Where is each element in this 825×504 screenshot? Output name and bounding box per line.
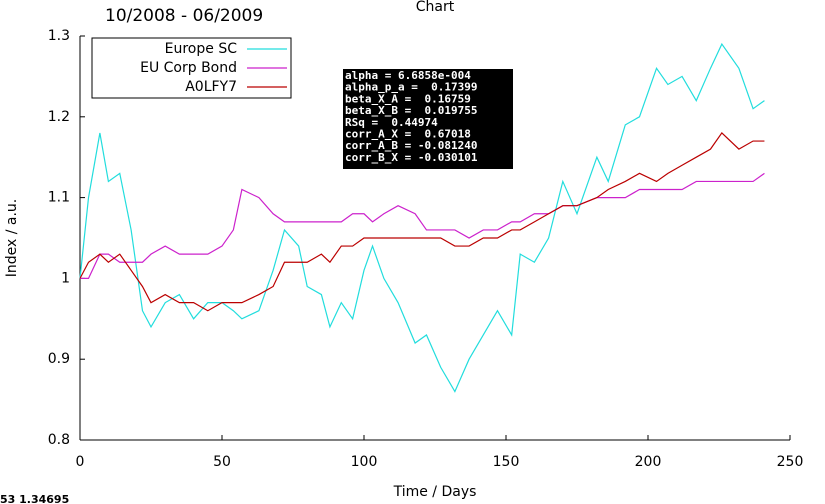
y-axis-label: Index / a.u. [4, 199, 20, 278]
x-tick-label: 200 [635, 454, 662, 470]
x-tick-label: 0 [76, 454, 85, 470]
header: 10/2008 - 06/2009 [105, 6, 263, 26]
legend-label: Europe SC [165, 41, 238, 57]
y-tick-label: 1.1 [48, 190, 70, 206]
stats-line: alpha = 6.6858e-004 [345, 69, 471, 82]
stats-line: corr_B_X = -0.030101 [345, 151, 478, 164]
chart-title: Chart [416, 0, 455, 15]
stats-line: alpha_p_a = 0.17399 [345, 81, 477, 94]
legend-label: EU Corp Bond [140, 60, 237, 76]
series-line [80, 172, 765, 279]
series-line [79, 132, 765, 312]
x-tick-label: 150 [493, 454, 520, 470]
stats-line: beta_X_B = 0.019755 [345, 104, 477, 117]
y-tick-label: 0.8 [48, 432, 70, 448]
stats-line: corr_A_B = -0.081240 [345, 139, 477, 152]
stats-box [343, 69, 513, 169]
stats-line: corr_A_X = 0.67018 [345, 128, 471, 141]
x-tick-label: 50 [213, 454, 231, 470]
x-tick-label: 100 [351, 454, 378, 470]
x-axis-label: Time / Days [393, 484, 477, 500]
y-tick-label: 1.3 [48, 28, 70, 44]
y-tick-label: 1 [61, 270, 70, 286]
stats-line: beta_X_A = 0.16759 [345, 92, 471, 105]
legend-label: A0LFY7 [185, 79, 237, 95]
y-tick-label: 0.9 [48, 351, 70, 367]
stats-line: RSq = 0.44974 [345, 116, 438, 129]
x-tick-label: 250 [777, 454, 804, 470]
y-tick-label: 1.2 [48, 109, 70, 125]
series-line [79, 42, 765, 393]
status-text: 53 1.34695 [0, 493, 69, 504]
